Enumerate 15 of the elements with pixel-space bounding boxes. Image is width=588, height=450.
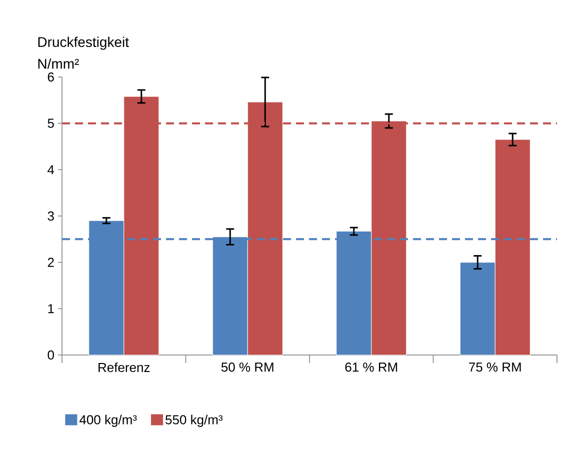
y-axis-title: N/mm² — [38, 58, 79, 69]
y-tick-label: 0 — [48, 350, 54, 360]
x-tick-label: Referenz — [98, 362, 150, 372]
y-tick-label: 3 — [48, 211, 54, 221]
legend-label: 400 kg/m³ — [80, 414, 137, 427]
y-tick-label: 6 — [48, 72, 54, 82]
y-tick-label: 2 — [48, 258, 54, 267]
y-tick-label: 5 — [48, 118, 54, 128]
y-tick-label: 4 — [48, 165, 54, 174]
chart-title: Druckfestigkeit — [38, 36, 129, 50]
x-tick-label: 50 % RM — [221, 362, 274, 372]
y-tick-label: 1 — [48, 304, 54, 314]
legend-label: 550 kg/m³ — [166, 414, 223, 427]
x-tick-label: 75 % RM — [469, 362, 521, 372]
x-tick-label: 61 % RM — [345, 362, 398, 372]
